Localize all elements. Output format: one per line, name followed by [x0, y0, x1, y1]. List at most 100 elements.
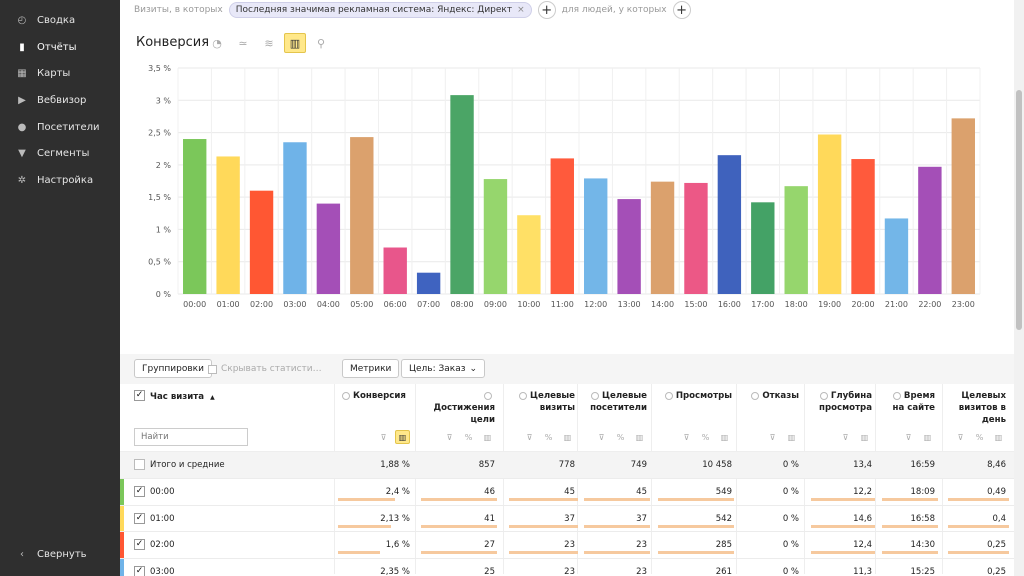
column-header[interactable]: Целевые посетители: [588, 390, 647, 414]
column-header[interactable]: Достижения цели: [425, 390, 495, 426]
bar-chart-icon[interactable]: ▥: [994, 432, 1003, 442]
bar-00:00[interactable]: [183, 139, 207, 294]
groupings-button[interactable]: Группировки: [134, 359, 212, 378]
bar-18:00[interactable]: [784, 186, 808, 294]
filter-icon[interactable]: ⊽: [905, 432, 912, 442]
bar-chart-icon[interactable]: ▥: [563, 432, 572, 442]
bar-16:00[interactable]: [717, 155, 742, 294]
hide-stats-checkbox[interactable]: [208, 364, 217, 374]
column-header[interactable]: Конверсия: [342, 390, 410, 402]
sidebar-item-2[interactable]: ▦ Карты: [0, 60, 120, 87]
bar-12:00[interactable]: [584, 178, 608, 294]
info-icon[interactable]: [751, 391, 760, 400]
search-input[interactable]: [134, 428, 248, 446]
bar-chart-icon[interactable]: ▥: [483, 432, 492, 442]
filter-chip[interactable]: Последняя значимая рекламная система: Ян…: [228, 2, 532, 18]
bar-chart-icon[interactable]: ▥: [284, 33, 306, 53]
table-row[interactable]: ✓ 02:00 1,6 % 27 23 23 285 0 % 12,4 14:30 0,25: [120, 532, 1014, 560]
bar-07:00[interactable]: [416, 272, 441, 294]
info-icon[interactable]: [819, 391, 828, 400]
row-checkbox[interactable]: ✓: [134, 485, 145, 497]
bar-09:00[interactable]: [483, 179, 508, 294]
page-scrollbar[interactable]: [1014, 0, 1024, 576]
sidebar-item-0[interactable]: ◴ Сводка: [0, 7, 120, 34]
info-icon[interactable]: [664, 391, 673, 400]
bar-23:00[interactable]: [951, 118, 975, 294]
goal-select[interactable]: Цель: Заказ ⌄: [401, 359, 486, 378]
close-icon[interactable]: ×: [517, 5, 525, 15]
row-checkbox[interactable]: ✓: [134, 539, 145, 551]
table-row[interactable]: ✓ 03:00 2,35 % 25 23 23 261 0 % 11,3 15:25 0,25: [120, 559, 1014, 576]
sidebar-item-5[interactable]: ▼ Сегменты: [0, 140, 120, 167]
bar-chart-icon[interactable]: ▥: [860, 432, 869, 442]
bar-11:00[interactable]: [550, 158, 574, 294]
sidebar-item-4[interactable]: ● Посетители: [0, 114, 120, 141]
sidebar-item-6[interactable]: ✲ Настройка: [0, 167, 120, 194]
bar-chart-icon[interactable]: ▥: [923, 432, 932, 442]
filter-icon[interactable]: ⊽: [446, 432, 453, 442]
percent-icon[interactable]: %: [701, 432, 710, 442]
add-visit-condition-button[interactable]: +: [537, 1, 556, 19]
column-header[interactable]: Целевых визитов в день: [952, 390, 1006, 426]
bar-chart-icon[interactable]: ▥: [720, 432, 729, 442]
bar-04:00[interactable]: [316, 203, 341, 294]
filter-icon[interactable]: ⊽: [842, 432, 849, 442]
bar-chart-icon[interactable]: ▥: [635, 432, 644, 442]
sidebar-item-3[interactable]: ▶ Вебвизор: [0, 87, 120, 114]
bar-14:00[interactable]: [650, 181, 675, 294]
column-header[interactable]: Целевые визиты: [513, 390, 575, 414]
hide-stats-toggle[interactable]: Скрывать статисти…: [208, 364, 322, 374]
bar-chart-icon[interactable]: ▥: [787, 432, 796, 442]
info-icon[interactable]: [519, 391, 528, 400]
percent-icon[interactable]: %: [616, 432, 625, 442]
table-row[interactable]: ✓ 00:00 2,4 % 46 45 45 549 0 % 12,2 18:09 0,49: [120, 478, 1014, 506]
bar-17:00[interactable]: [751, 202, 775, 294]
bar-06:00[interactable]: [383, 247, 407, 294]
bar-chart-icon[interactable]: ▥: [395, 430, 410, 444]
column-header[interactable]: Просмотры: [662, 390, 732, 402]
pie-chart-icon[interactable]: ◔: [212, 36, 222, 50]
bar-15:00[interactable]: [684, 182, 708, 294]
bar-02:00[interactable]: [249, 190, 274, 294]
bar-10:00[interactable]: [517, 215, 541, 294]
row-checkbox[interactable]: ✓: [134, 512, 145, 524]
column-header[interactable]: Отказы: [747, 390, 799, 402]
percent-icon[interactable]: %: [544, 432, 553, 442]
sidebar-item-1[interactable]: ▮ Отчёты: [0, 34, 120, 61]
info-icon[interactable]: [484, 391, 492, 400]
add-user-condition-button[interactable]: +: [672, 1, 691, 19]
filter-icon[interactable]: ⊽: [598, 432, 605, 442]
column-header[interactable]: Глубина просмотра: [815, 390, 872, 414]
bar-20:00[interactable]: [851, 159, 875, 294]
bar-13:00[interactable]: [617, 199, 641, 294]
bar-21:00[interactable]: [884, 218, 909, 294]
bar-08:00[interactable]: [450, 95, 474, 294]
bar-22:00[interactable]: [918, 166, 942, 294]
info-icon[interactable]: [342, 391, 350, 400]
select-all-checkbox[interactable]: ✓: [134, 390, 145, 401]
dimension-header[interactable]: Час визита ▲: [150, 391, 215, 404]
filter-icon[interactable]: ⊽: [769, 432, 776, 442]
bar-19:00[interactable]: [817, 134, 842, 294]
area-chart-icon[interactable]: ≋: [264, 36, 274, 50]
table-row[interactable]: ✓ 01:00 2,13 % 41 37 37 542 0 % 14,6 16:58 0,4: [120, 505, 1014, 533]
bar-03:00[interactable]: [283, 142, 307, 294]
percent-icon[interactable]: %: [464, 432, 473, 442]
bar-01:00[interactable]: [216, 156, 240, 294]
info-icon[interactable]: [591, 391, 600, 400]
filter-icon[interactable]: ⊽: [526, 432, 533, 442]
row-checkbox[interactable]: ✓: [134, 566, 145, 576]
filter-icon[interactable]: ⊽: [380, 432, 387, 442]
bar-05:00[interactable]: [350, 137, 374, 294]
scrollbar-thumb[interactable]: [1016, 90, 1022, 330]
collapse-sidebar-button[interactable]: ‹ Свернуть: [0, 541, 87, 568]
metrics-button[interactable]: Метрики: [342, 359, 400, 378]
percent-icon[interactable]: %: [975, 432, 984, 442]
line-chart-icon[interactable]: ≃: [238, 36, 248, 50]
column-header[interactable]: Время на сайте: [886, 390, 935, 414]
filter-icon[interactable]: ⊽: [957, 432, 964, 442]
filter-icon[interactable]: ⊽: [683, 432, 690, 442]
info-icon[interactable]: [892, 391, 901, 400]
map-pin-icon[interactable]: ⚲: [316, 36, 326, 50]
totals-checkbox[interactable]: [134, 459, 145, 470]
